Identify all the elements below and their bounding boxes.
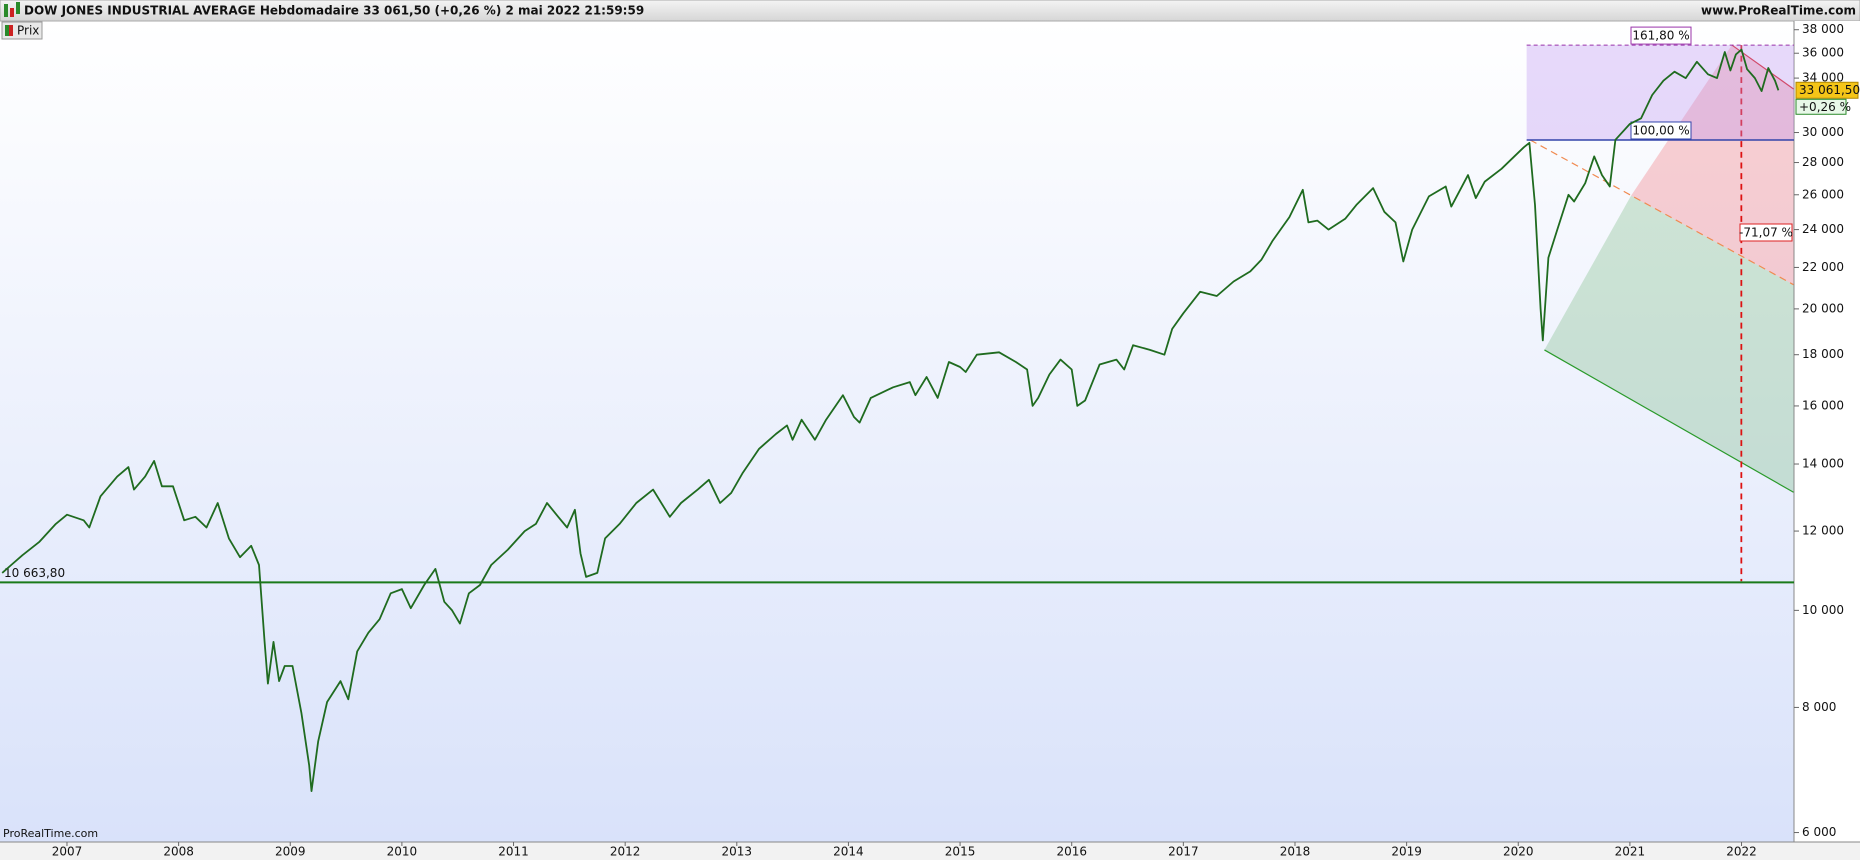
chart-title: DOW JONES INDUSTRIAL AVERAGE Hebdomadair… xyxy=(24,4,644,18)
x-tick-label: 2021 xyxy=(1615,845,1646,859)
x-tick-label: 2013 xyxy=(722,845,753,859)
x-tick-label: 2007 xyxy=(52,845,83,859)
x-tick-label: 2012 xyxy=(610,845,641,859)
y-axis-area xyxy=(1794,21,1860,842)
legend-label[interactable]: Prix xyxy=(17,24,39,38)
change-box xyxy=(1795,98,1847,115)
x-axis-area xyxy=(0,842,1860,860)
header-bar xyxy=(0,0,1860,22)
x-tick-label: 2020 xyxy=(1503,845,1534,859)
header-icon xyxy=(16,2,20,14)
last-price-box xyxy=(1795,81,1859,99)
fib-label: 161,80 % xyxy=(1632,29,1689,43)
y-tick-label: 34 000 xyxy=(1802,71,1844,85)
x-tick-label: 2008 xyxy=(163,845,194,859)
site-link[interactable]: www.ProRealTime.com xyxy=(1701,4,1856,18)
x-tick-label: 2022 xyxy=(1726,845,1757,859)
x-tick-label: 2014 xyxy=(833,845,864,859)
x-tick-label: 2015 xyxy=(945,845,976,859)
x-tick-label: 2018 xyxy=(1280,845,1311,859)
legend-swatch xyxy=(5,25,9,36)
y-tick-label: 18 000 xyxy=(1802,347,1844,361)
price-line xyxy=(1,48,1780,792)
support-label: 10 663,80 xyxy=(4,566,65,580)
projection-label-box xyxy=(1739,223,1793,242)
x-tick-label: 2017 xyxy=(1168,845,1199,859)
y-tick-label: 24 000 xyxy=(1802,222,1844,236)
x-tick-label: 2016 xyxy=(1056,845,1087,859)
y-tick-label: 16 000 xyxy=(1802,398,1844,412)
y-tick-label: 36 000 xyxy=(1802,46,1844,60)
watermark: ProRealTime.com xyxy=(3,827,98,840)
x-tick-label: 2009 xyxy=(275,845,306,859)
change-label: +0,26 % xyxy=(1799,100,1851,114)
fib-label-box xyxy=(1630,121,1692,140)
y-tick-label: 26 000 xyxy=(1802,187,1844,201)
y-tick-label: 12 000 xyxy=(1802,524,1844,538)
y-tick-label: 28 000 xyxy=(1802,155,1844,169)
y-tick-label: 30 000 xyxy=(1802,125,1844,139)
y-tick-label: 22 000 xyxy=(1802,260,1844,274)
y-tick-label: 6 000 xyxy=(1802,825,1836,839)
projection-line xyxy=(1529,139,1794,286)
x-tick-label: 2019 xyxy=(1391,845,1422,859)
projection-area-green xyxy=(1544,195,1794,493)
y-tick-label: 10 000 xyxy=(1802,603,1844,617)
fib-label-box xyxy=(1630,26,1692,45)
projection-line xyxy=(1544,349,1794,493)
header-icon xyxy=(4,4,8,17)
y-tick-label: 38 000 xyxy=(1802,22,1844,36)
x-tick-label: 2010 xyxy=(387,845,418,859)
x-tick-label: 2011 xyxy=(498,845,529,859)
last-price-label: 33 061,50 xyxy=(1799,83,1860,97)
y-tick-label: 20 000 xyxy=(1802,301,1844,315)
header-icon xyxy=(10,8,14,17)
fib-label: 100,00 % xyxy=(1632,123,1689,137)
legend-swatch xyxy=(9,25,13,36)
y-tick-label: 8 000 xyxy=(1802,700,1836,714)
y-tick-label: 14 000 xyxy=(1802,457,1844,471)
projection-label: -71,07 % xyxy=(1739,226,1793,240)
plot-background xyxy=(0,21,1794,842)
